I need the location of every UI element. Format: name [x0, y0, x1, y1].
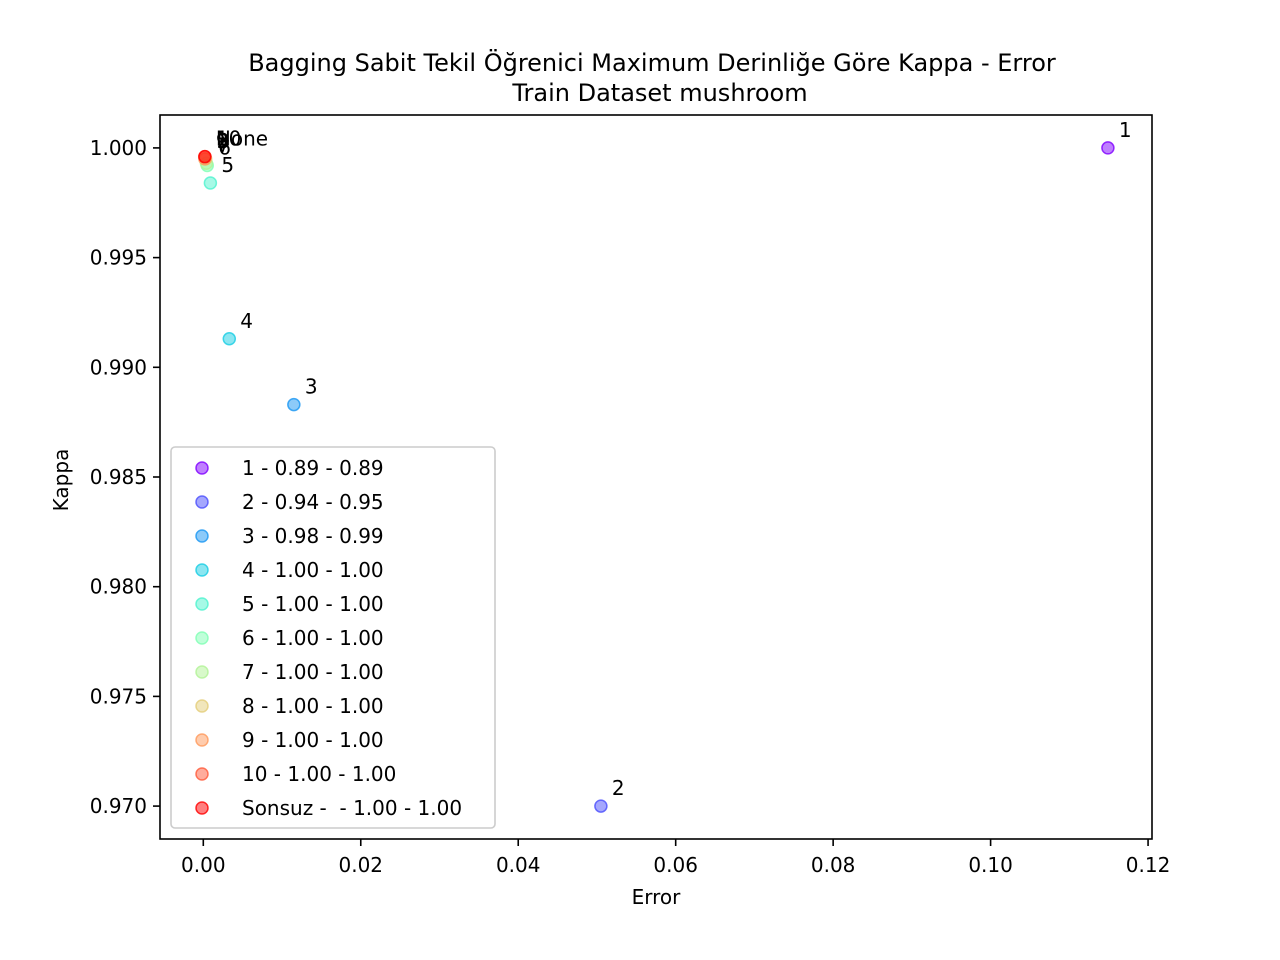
point-label: 8 — [217, 129, 230, 153]
legend-entry-label: 8 - 1.00 - 1.00 — [242, 694, 384, 718]
x-tick-label: 0.12 — [1126, 853, 1171, 877]
scatter-point — [198, 149, 212, 164]
x-axis-label: Error — [632, 885, 682, 909]
point-label: 10 — [216, 127, 241, 151]
y-tick-label: 0.990 — [90, 355, 147, 379]
legend-entry-label: 4 - 1.00 - 1.00 — [242, 558, 384, 582]
point-label: 1 — [1119, 118, 1132, 142]
legend-entry-label: 5 - 1.00 - 1.00 — [242, 592, 384, 616]
scatter-point — [203, 176, 218, 190]
point-label: 3 — [305, 375, 318, 399]
y-tick-label: 0.995 — [90, 246, 147, 270]
scatter-point — [594, 799, 608, 813]
x-tick-label: 0.02 — [338, 853, 383, 877]
y-tick-label: 0.975 — [90, 684, 147, 708]
legend-marker — [195, 733, 209, 747]
legend-marker — [195, 563, 209, 577]
scatter-point — [287, 397, 301, 412]
x-tick-label: 0.08 — [811, 853, 856, 877]
legend-frame — [170, 446, 496, 829]
legend-entry-label: 2 - 0.94 - 0.95 — [242, 490, 384, 514]
points-layer — [198, 141, 1115, 813]
legend-entry-label: Sonsuz - - 1.00 - 1.00 — [242, 796, 462, 820]
x-tick-label: 0.06 — [653, 853, 698, 877]
legend-marker — [195, 699, 209, 713]
scatter-point — [222, 332, 237, 346]
point-label: 4 — [240, 309, 253, 333]
x-tick-label: 0.04 — [496, 853, 541, 877]
x-tick-label: 0.00 — [181, 853, 226, 877]
legend-marker — [195, 767, 209, 781]
legend-entry-label: 1 - 0.89 - 0.89 — [242, 456, 384, 480]
legend-entries: 1 - 0.89 - 0.89 2 - 0.94 - 0.95 3 - 0.98 -… — [195, 456, 462, 820]
point-label: 9 — [216, 129, 229, 153]
y-tick-label: 1.000 — [90, 136, 147, 160]
point-label: 6 — [218, 135, 231, 159]
legend: 1 - 0.89 - 0.89 2 - 0.94 - 0.95 3 - 0.98 -… — [170, 446, 496, 829]
legend-marker — [195, 631, 209, 645]
legend-entry-label: 3 - 0.98 - 0.99 — [242, 524, 384, 548]
y-tick-label: 0.985 — [90, 465, 147, 489]
x-axis-ticks: 0.00 0.02 0.04 0.06 0.08 0.10 0.12 — [181, 839, 1170, 877]
legend-marker — [195, 665, 209, 679]
chart-title: Bagging Sabit Tekil Öğrenici Maximum Der… — [248, 48, 1056, 77]
legend-marker — [195, 495, 209, 509]
legend-entry-label: 9 - 1.00 - 1.00 — [242, 728, 384, 752]
point-label: 7 — [217, 133, 230, 157]
scatter-point — [1101, 141, 1115, 155]
y-tick-label: 0.980 — [90, 575, 147, 599]
legend-entry-label: 6 - 1.00 - 1.00 — [242, 626, 384, 650]
y-axis-ticks: 0.970 0.975 0.980 0.985 0.990 0.995 1.000 — [90, 136, 160, 818]
legend-entry-label: 7 - 1.00 - 1.00 — [242, 660, 384, 684]
legend-marker — [195, 461, 209, 475]
x-tick-label: 0.10 — [968, 853, 1013, 877]
y-axis-label: Kappa — [49, 449, 73, 512]
legend-marker — [195, 597, 209, 611]
legend-entry-label: 10 - 1.00 - 1.00 — [242, 762, 396, 786]
point-label: 2 — [612, 776, 625, 800]
point-label: None — [216, 127, 268, 151]
legend-marker — [195, 529, 209, 543]
legend-marker — [195, 801, 209, 815]
point-label: 5 — [221, 153, 234, 177]
y-tick-label: 0.970 — [90, 794, 147, 818]
chart-subtitle: Train Dataset mushroom — [511, 79, 807, 107]
